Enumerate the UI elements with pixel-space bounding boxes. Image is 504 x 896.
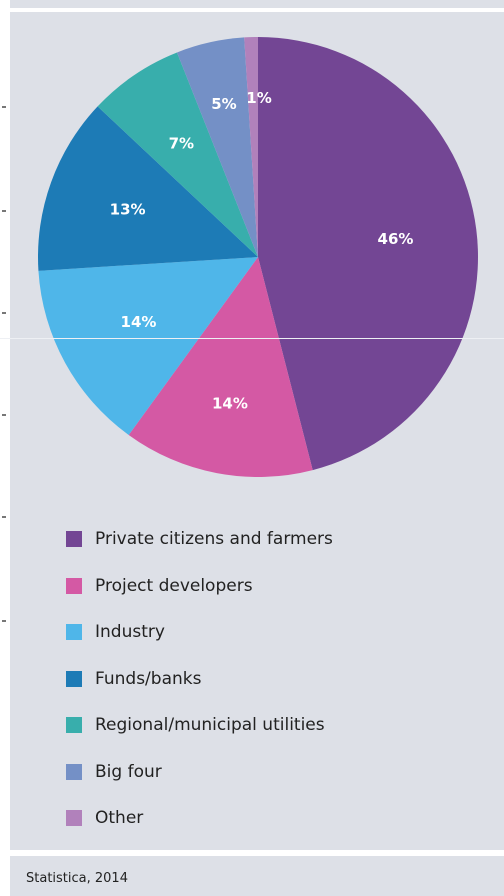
top-strip [10,0,504,8]
edge-tick [2,106,6,108]
legend-label: Funds/banks [95,668,202,689]
legend-label: Industry [95,622,165,643]
legend-swatch [66,810,82,827]
legend-swatch [66,763,82,780]
slice-value-label: 5% [211,95,236,113]
legend-item: Private citizens and farmers [66,516,333,563]
pie-slice-5 [97,52,259,257]
pie-slice-2 [128,257,313,477]
legend-item: Regional/municipal utilities [66,702,333,749]
slice-value-label: 13% [110,201,146,219]
legend-item: Other [66,795,333,842]
legend-label: Private citizens and farmers [95,529,333,550]
legend: Private citizens and farmers Project deve… [66,516,333,842]
slice-value-label: 14% [121,313,157,331]
legend-item: Industry [66,609,333,656]
legend-swatch [66,531,82,548]
pie-slice-7 [244,37,258,257]
legend-label: Regional/municipal utilities [95,715,325,736]
legend-swatch [66,577,82,594]
legend-item: Big four [66,749,333,796]
pie-slice-3 [38,257,259,435]
slice-value-label: 1% [246,89,271,107]
edge-tick [2,620,6,622]
legend-item: Funds/banks [66,656,333,703]
slice-value-label: 46% [378,230,414,248]
pie-slice-6 [177,37,258,258]
slice-value-label: 7% [169,135,194,153]
legend-swatch [66,670,82,687]
divider-line [0,338,504,339]
legend-label: Other [95,808,144,829]
page-edge-marks [0,0,8,896]
legend-item: Project developers [66,563,333,610]
edge-tick [2,312,6,314]
edge-tick [2,210,6,212]
source-note: Statistica, 2014 [26,871,128,886]
edge-tick [2,516,6,518]
edge-tick [2,414,6,416]
legend-swatch [66,717,82,734]
legend-swatch [66,624,82,641]
pie-slice-1 [258,37,478,471]
legend-label: Project developers [95,575,253,596]
slice-value-label: 14% [212,394,248,412]
footer: Statistica, 2014 [10,856,504,896]
pie-slice-4 [38,106,258,271]
legend-label: Big four [95,761,162,782]
pie-chart: 46% 14% 14% 13% 7% 5% 1% [38,37,478,477]
